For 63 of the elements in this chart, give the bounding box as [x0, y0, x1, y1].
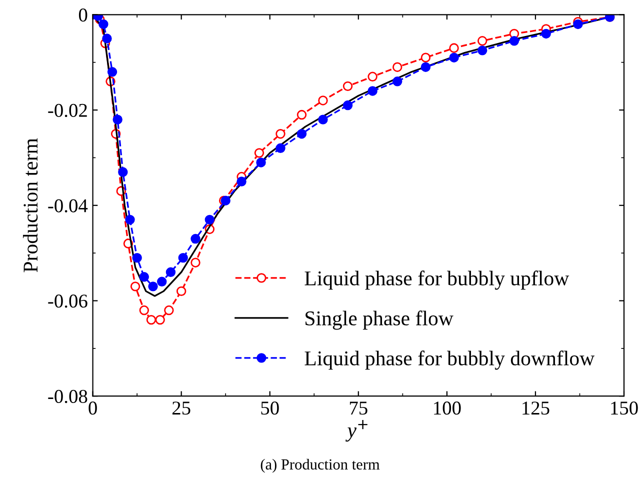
- x-tick-label: 75: [350, 402, 368, 415]
- x-tick-label: 100: [434, 402, 461, 415]
- point: [190, 258, 200, 268]
- point: [98, 19, 108, 30]
- text: (a) Production term: [260, 458, 380, 473]
- point: [296, 110, 307, 120]
- point: [156, 276, 167, 287]
- point: [190, 234, 200, 244]
- point: [148, 282, 158, 292]
- y-tick-label: -0.02: [48, 104, 87, 118]
- point: [573, 19, 583, 30]
- point: [176, 286, 186, 296]
- y-tick-label: -0.04: [48, 199, 88, 212]
- point: [420, 62, 431, 72]
- point: [368, 86, 378, 96]
- point: [178, 252, 188, 263]
- point: [477, 36, 488, 46]
- point: [155, 314, 165, 325]
- point: [130, 282, 140, 292]
- x-axis-title: y$^{+}$: [346, 420, 368, 442]
- point: [107, 67, 118, 77]
- point: [132, 252, 142, 263]
- x-tick-label: 0: [88, 402, 97, 415]
- legend-label: Single phase flow: [306, 310, 454, 330]
- point: [146, 314, 156, 325]
- point: [449, 52, 459, 62]
- x-tick-label: 50: [261, 402, 279, 415]
- point: [112, 114, 122, 124]
- point: [449, 43, 459, 53]
- point: [296, 129, 307, 139]
- point: [125, 214, 135, 225]
- point: [477, 46, 488, 56]
- x-tick-label: 150: [611, 402, 638, 415]
- point: [420, 52, 431, 62]
- point: [236, 176, 246, 186]
- point: [276, 143, 286, 154]
- point: [166, 267, 176, 277]
- point: [256, 158, 266, 168]
- point: [368, 72, 378, 82]
- point: [254, 148, 264, 158]
- point: [118, 167, 128, 177]
- point: [139, 272, 150, 282]
- legend-label: Liquid phase for bubbly downflow: [304, 350, 595, 370]
- x-tick-label: 125: [522, 402, 550, 415]
- y-tick-label: -0.06: [48, 294, 88, 308]
- point: [102, 34, 112, 44]
- point: [541, 28, 551, 39]
- point: [318, 114, 328, 124]
- y-tick-label: -0.08: [48, 390, 88, 404]
- point: [509, 36, 520, 46]
- legend-label: Liquid phase for bubbly upflow: [304, 270, 570, 290]
- x-tick-label: 25: [172, 402, 190, 415]
- y-axis-title: Production term: [22, 138, 38, 272]
- point: [342, 81, 353, 92]
- point: [204, 214, 215, 225]
- y-tick-label: 0: [78, 8, 88, 22]
- point: [139, 305, 150, 316]
- point: [342, 100, 353, 110]
- point: [276, 129, 286, 139]
- point: [392, 76, 402, 86]
- point: [164, 305, 174, 316]
- point: [392, 62, 402, 72]
- point: [318, 96, 328, 106]
